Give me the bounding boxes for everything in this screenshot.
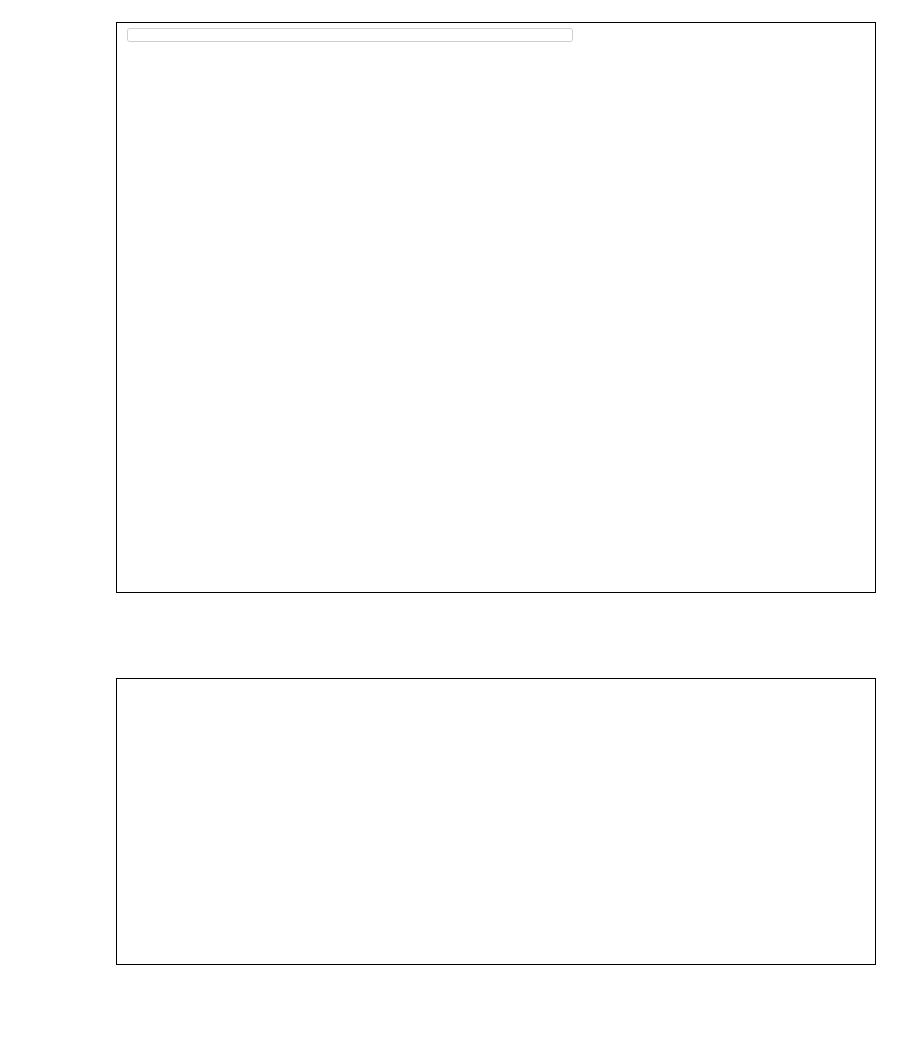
fit-residuals-plot: [117, 679, 877, 966]
legend: [127, 28, 573, 42]
fit-residuals-panel: [116, 678, 876, 965]
magnitude-calibration-plot: [117, 23, 877, 594]
magnitude-calibration-panel: [116, 22, 876, 593]
